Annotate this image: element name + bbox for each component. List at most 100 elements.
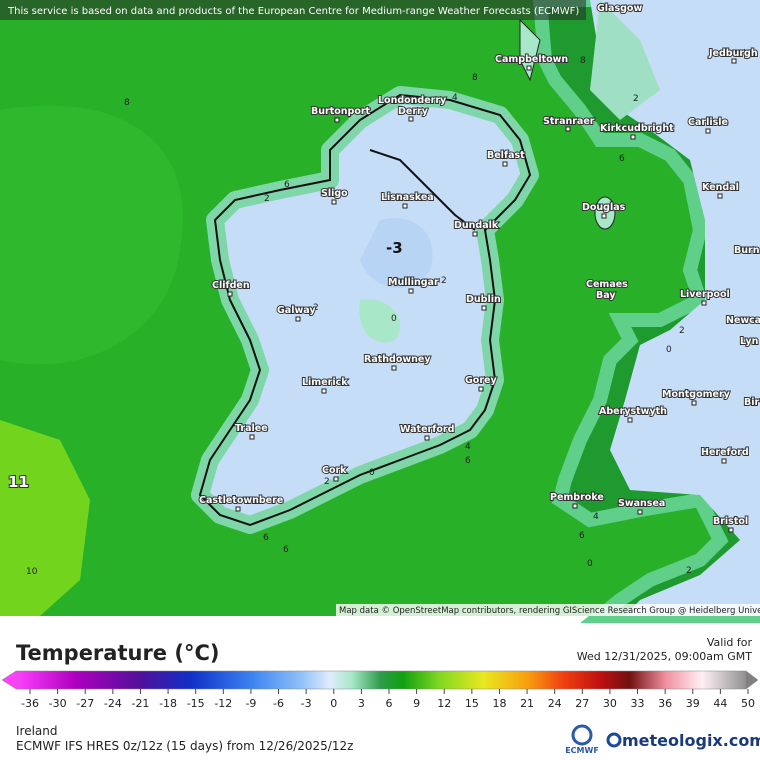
colorbar-ticks: -36 -30 -27 -24 -21 -18 -15 -12 -9 -6 -3 0 3 6 9 12 15 18… <box>21 689 755 710</box>
city-label: Montgomery <box>662 389 731 400</box>
city-marker <box>295 316 301 322</box>
kintyre <box>519 18 541 82</box>
city-marker <box>526 65 532 71</box>
colorbar-tick-label: 24 <box>548 697 562 710</box>
contour-label: 0 <box>666 345 672 355</box>
city-label: Pembroke <box>550 492 604 503</box>
colorbar-tick-label: 27 <box>575 697 589 710</box>
city-label: Londonderry <box>378 95 447 106</box>
city-marker <box>472 231 478 237</box>
city-label: Newca <box>726 315 760 326</box>
city-marker <box>249 434 255 440</box>
zero-area <box>359 299 401 343</box>
colorbar-tick-label: 21 <box>520 697 534 710</box>
city-label: Sligo <box>321 188 348 199</box>
contour-label: 4 <box>465 442 471 452</box>
city-marker <box>391 365 397 371</box>
colorbar-tick-label: 50 <box>741 697 755 710</box>
cold-area <box>360 218 433 289</box>
colorbar-tick-label: -27 <box>76 697 94 710</box>
contour-label: 4 <box>452 93 458 103</box>
colorbar-tick-label: 30 <box>603 697 617 710</box>
city-marker <box>235 506 241 512</box>
ecmwf-logo: ECMWF <box>565 746 599 755</box>
city-marker <box>705 128 711 134</box>
city-marker <box>331 199 337 205</box>
colorbar-tick-label: -15 <box>187 697 205 710</box>
colorbar-tick-label: -18 <box>159 697 177 710</box>
sea-band <box>0 105 184 365</box>
contour-label: 8 <box>124 98 130 108</box>
city-label: Aberystwyth <box>599 406 667 417</box>
city-marker <box>424 435 430 441</box>
contour-label: 8 <box>472 73 478 83</box>
colorbar-tick-label: 44 <box>713 697 727 710</box>
city-marker <box>227 291 233 297</box>
colorbar-tick-label: -24 <box>104 697 122 710</box>
city-label: Jedburgh <box>708 48 758 59</box>
city-marker <box>717 193 723 199</box>
map: 8 8 8 6 2 -3 2 0 2 6 2 2 0 4 6 0 2 6 6 1… <box>0 0 760 623</box>
city-marker <box>601 213 607 219</box>
contour-label: 8 <box>580 56 586 66</box>
city-marker <box>334 117 340 123</box>
city-marker <box>565 126 571 132</box>
contour-label: 6 <box>619 154 625 164</box>
city-label: Stranraer <box>543 116 595 127</box>
colorbar-tick-label: -30 <box>49 697 67 710</box>
city-label: Bay <box>596 290 616 301</box>
border <box>369 149 476 231</box>
city-label: Dundalk <box>454 220 499 231</box>
colorbar-tick-label: 9 <box>413 697 420 710</box>
city-label: Carlisle <box>688 117 728 128</box>
scotland-low <box>590 0 660 120</box>
colorbar-tick-label: -21 <box>131 697 149 710</box>
contour-label: 0 <box>391 314 397 324</box>
city-marker <box>321 388 327 394</box>
contour-label: 11 <box>8 473 29 491</box>
ecmwf-icon <box>571 724 593 746</box>
great-britain <box>590 0 760 616</box>
colorbar-tick-label: -36 <box>21 697 39 710</box>
contour-label: 10 <box>26 567 38 577</box>
city-label: Castletownbere <box>199 495 283 506</box>
contour-label: 4 <box>593 512 599 522</box>
city-label: Kendal <box>702 182 739 193</box>
banner-bg <box>0 0 586 20</box>
city-marker <box>502 161 508 167</box>
city-marker <box>333 476 339 482</box>
contour-label: 2 <box>324 477 330 487</box>
attribution: Map data © OpenStreetMap contributors, r… <box>339 606 760 616</box>
colorbar-tick-label: 18 <box>492 697 506 710</box>
city-marker <box>572 503 578 509</box>
valid-label: Valid for <box>707 636 753 649</box>
city-marker <box>402 203 408 209</box>
city-label: Dublin <box>466 294 501 305</box>
brand: meteologix.com <box>622 731 760 750</box>
colorbar-tick-label: -9 <box>245 697 256 710</box>
colorbar-min-arrow <box>1 670 17 690</box>
contour-label: 6 <box>283 545 289 555</box>
colorbar-tick-label: -12 <box>214 697 232 710</box>
city-label: Galway <box>277 305 316 316</box>
valid-time: Wed 12/31/2025, 09:00am GMT <box>577 650 753 663</box>
city-marker <box>408 288 414 294</box>
city-marker <box>721 458 727 464</box>
city-marker <box>701 300 707 306</box>
city-label: Belfast <box>487 150 525 161</box>
city-label: Cork <box>322 465 347 476</box>
city-label: Douglas <box>582 202 626 213</box>
city-label: Clifden <box>212 280 250 291</box>
city-label: Swansea <box>618 498 665 509</box>
ireland-coast <box>198 93 532 527</box>
colorbar-max-arrow <box>745 670 759 690</box>
city-label: Burtonport <box>311 106 371 117</box>
colorbar <box>15 670 747 690</box>
city-label: Burn <box>734 245 760 256</box>
city-label: Gorey <box>465 375 497 386</box>
contour-label: -3 <box>386 239 403 257</box>
contour-label: 0 <box>587 559 593 569</box>
city-label: Campbeltown <box>495 54 568 65</box>
colorbar-tick-label: -6 <box>273 697 284 710</box>
banner: This service is based on data and produc… <box>7 6 579 17</box>
